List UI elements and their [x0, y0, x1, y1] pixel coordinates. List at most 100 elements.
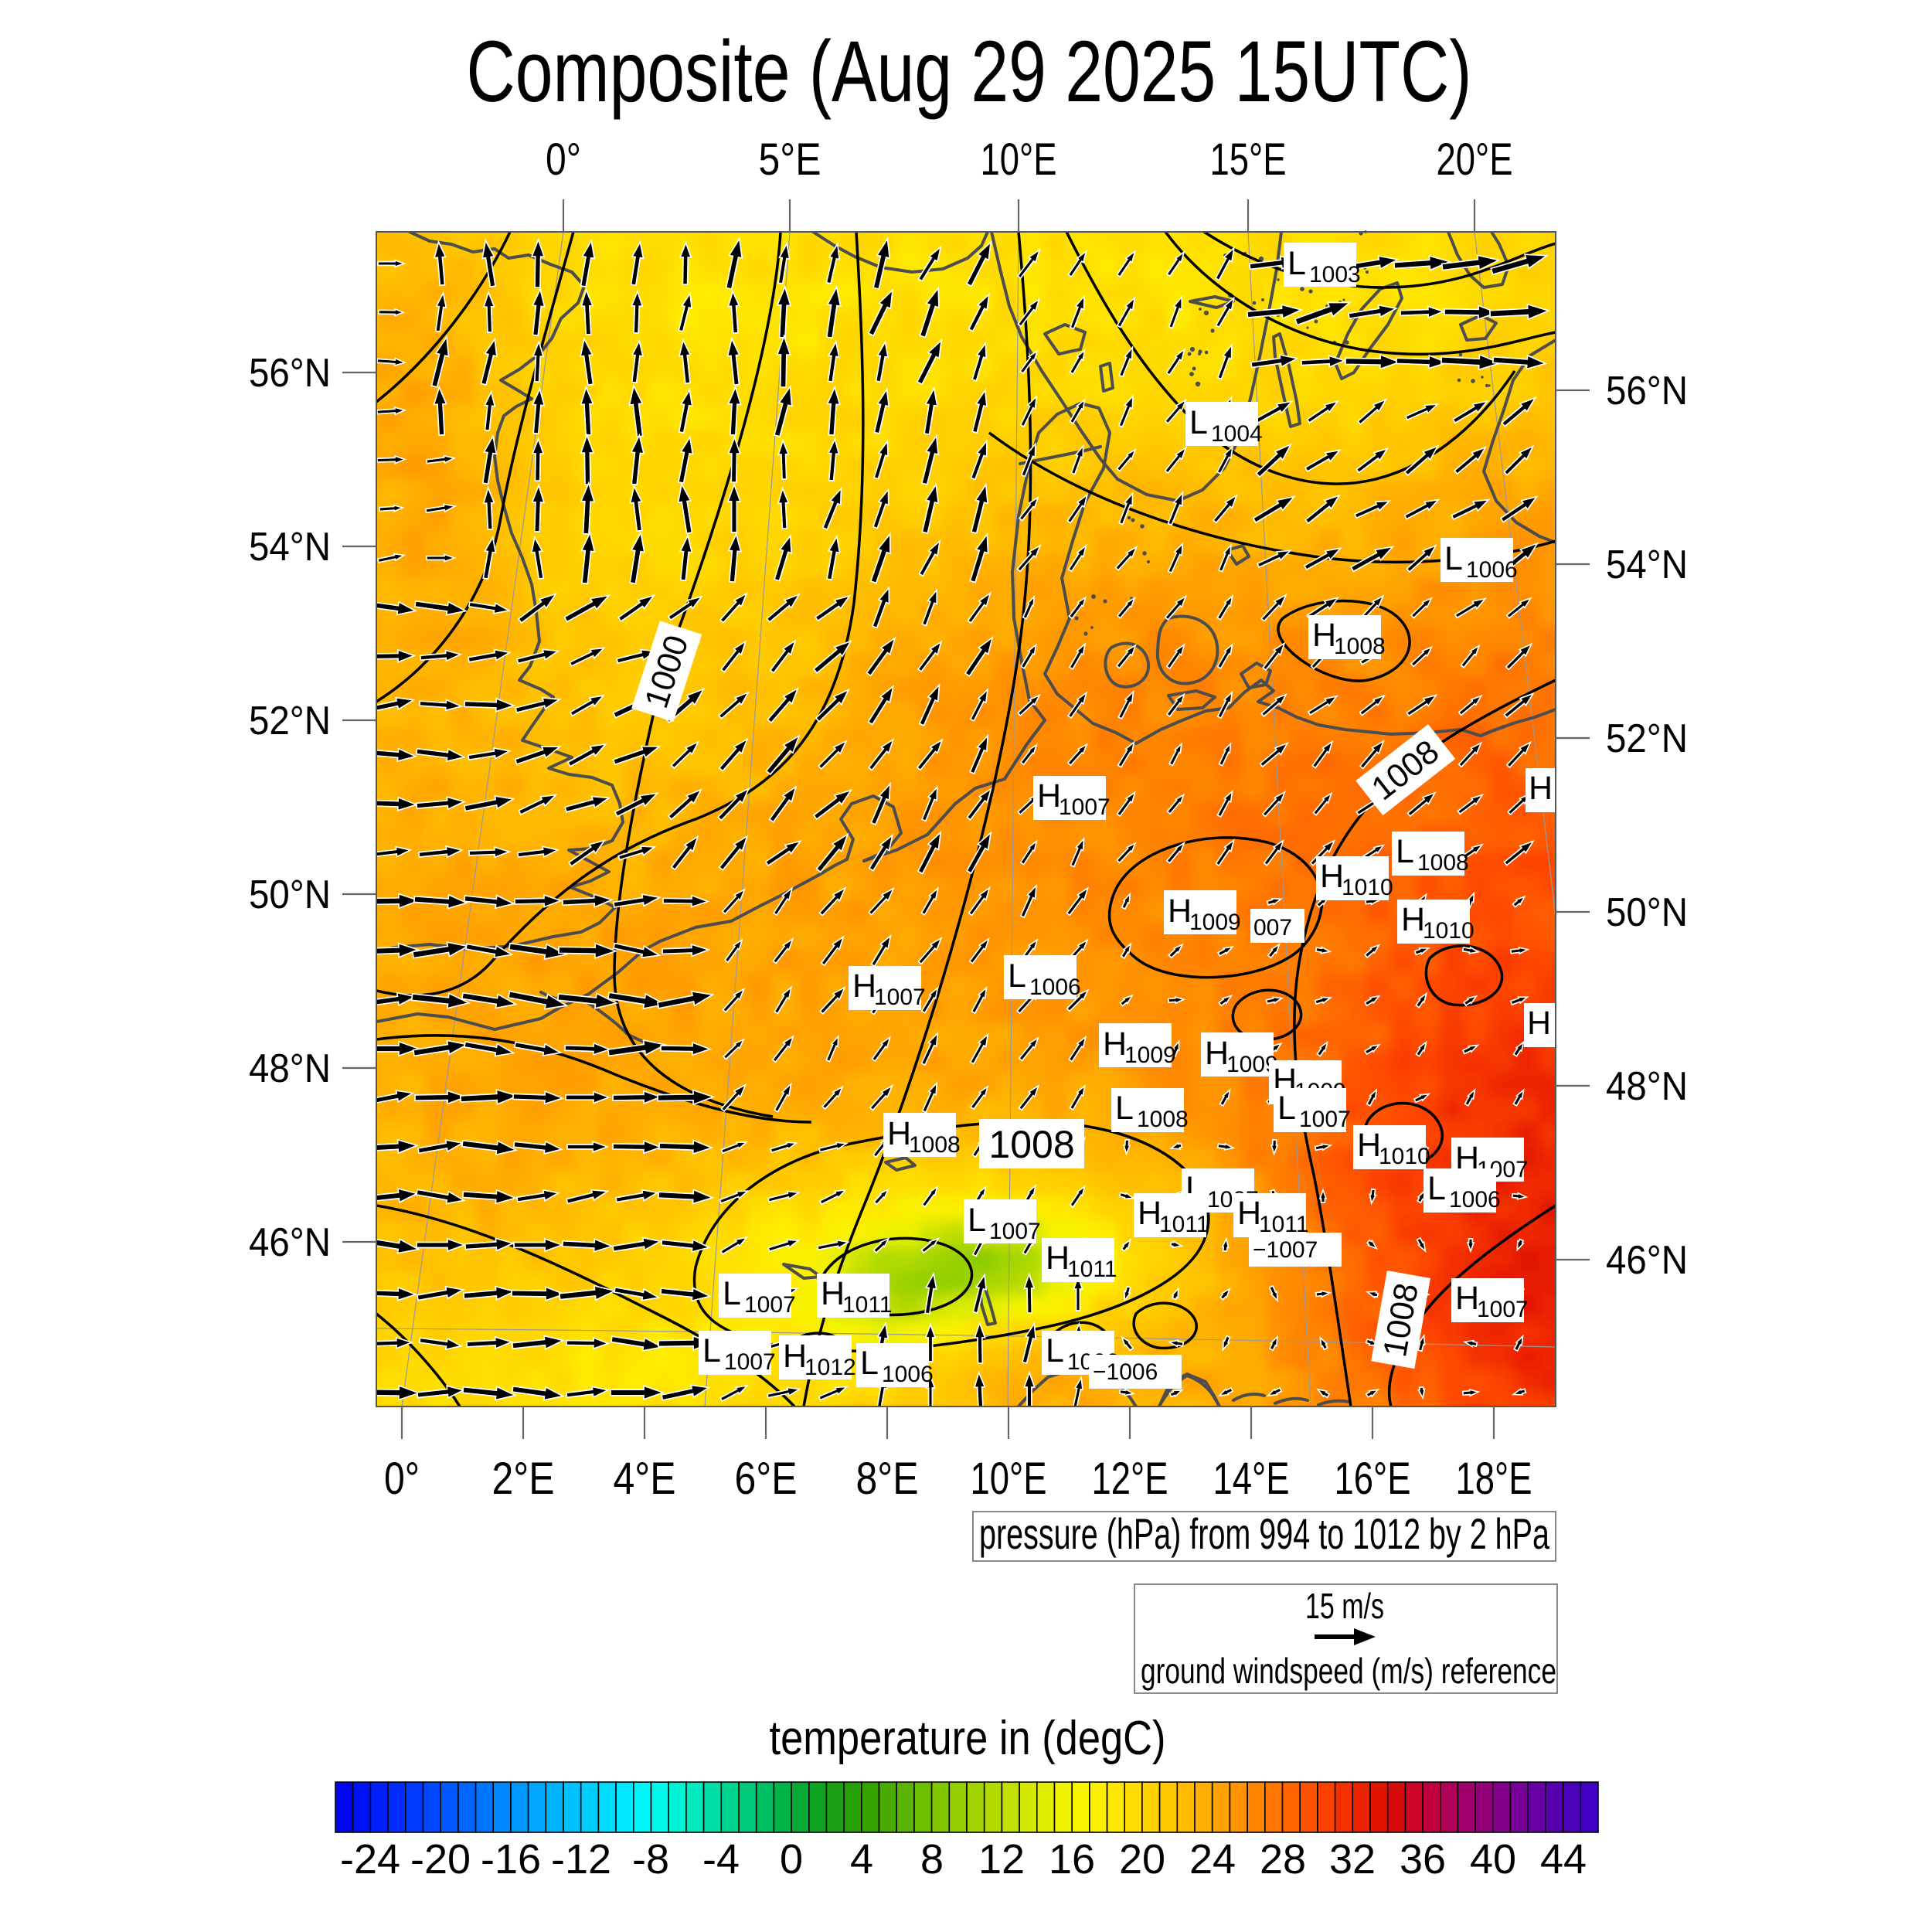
svg-text:52°N: 52°N [249, 699, 331, 743]
svg-text:1009: 1009 [1124, 1043, 1176, 1068]
svg-text:L: L [1287, 245, 1306, 282]
svg-text:L: L [1189, 404, 1208, 441]
svg-text:0°: 0° [546, 134, 581, 185]
svg-text:56°N: 56°N [249, 351, 331, 396]
svg-text:1007: 1007 [1059, 794, 1111, 820]
svg-text:H: H [1037, 777, 1061, 815]
svg-text:1006: 1006 [1449, 1187, 1501, 1213]
svg-text:L: L [1427, 1170, 1446, 1207]
svg-text:−1006: −1006 [1093, 1359, 1158, 1385]
svg-text:12°E: 12°E [1092, 1454, 1168, 1504]
svg-text:48°N: 48°N [1606, 1064, 1688, 1109]
svg-text:H: H [783, 1338, 807, 1375]
svg-text:0°: 0° [384, 1454, 420, 1504]
svg-text:1007: 1007 [1477, 1297, 1529, 1322]
svg-text:H: H [821, 1275, 845, 1312]
svg-text:32: 32 [1329, 1836, 1376, 1883]
svg-text:1007: 1007 [989, 1219, 1041, 1244]
svg-text:1007: 1007 [874, 985, 926, 1010]
svg-text:L: L [1046, 1332, 1064, 1369]
svg-text:1010: 1010 [1379, 1144, 1430, 1169]
svg-text:H: H [1527, 1005, 1551, 1042]
svg-text:1008: 1008 [909, 1132, 961, 1158]
svg-text:5°E: 5°E [759, 134, 821, 185]
svg-text:-16: -16 [481, 1836, 541, 1883]
svg-text:54°N: 54°N [1606, 543, 1688, 587]
svg-text:L: L [1444, 540, 1463, 577]
svg-text:H: H [1237, 1195, 1261, 1232]
svg-text:H: H [1455, 1280, 1479, 1317]
svg-text:1011: 1011 [1067, 1257, 1117, 1282]
svg-text:Composite (Aug 29 2025 15UTC): Composite (Aug 29 2025 15UTC) [467, 23, 1472, 120]
svg-text:H: H [1357, 1127, 1381, 1164]
svg-text:L: L [702, 1332, 721, 1369]
svg-text:1010: 1010 [1342, 875, 1393, 900]
svg-text:007: 007 [1253, 915, 1292, 940]
svg-text:50°N: 50°N [1606, 890, 1688, 935]
svg-text:56°N: 56°N [1606, 369, 1688, 413]
svg-text:L: L [1277, 1090, 1296, 1127]
svg-text:H: H [1103, 1026, 1127, 1063]
svg-text:L: L [1396, 833, 1414, 870]
svg-text:1008: 1008 [988, 1123, 1074, 1166]
svg-text:4°E: 4°E [614, 1454, 676, 1504]
svg-text:temperature in (degC): temperature in (degC) [770, 1712, 1166, 1765]
svg-text:1006: 1006 [1466, 557, 1518, 583]
svg-text:-4: -4 [702, 1836, 740, 1883]
svg-text:1006: 1006 [1029, 975, 1081, 1000]
svg-text:1009: 1009 [1189, 910, 1241, 935]
svg-text:0: 0 [780, 1836, 803, 1883]
svg-text:1008: 1008 [1417, 850, 1469, 876]
svg-text:-20: -20 [410, 1836, 471, 1883]
svg-text:16°E: 16°E [1335, 1454, 1411, 1504]
svg-text:46°N: 46°N [249, 1220, 331, 1265]
svg-text:ground windspeed (m/s) referen: ground windspeed (m/s) reference [1141, 1651, 1556, 1691]
svg-text:L: L [968, 1202, 986, 1239]
svg-text:H: H [1205, 1035, 1229, 1072]
svg-text:1007: 1007 [724, 1349, 776, 1375]
svg-text:6°E: 6°E [735, 1454, 798, 1504]
svg-text:15 m/s: 15 m/s [1305, 1586, 1384, 1626]
svg-text:-12: -12 [551, 1836, 611, 1883]
svg-text:52°N: 52°N [1606, 716, 1688, 761]
svg-text:1008: 1008 [1334, 634, 1386, 659]
svg-text:8: 8 [920, 1836, 944, 1883]
svg-text:1004: 1004 [1211, 421, 1263, 447]
svg-text:2°E: 2°E [492, 1454, 555, 1504]
svg-text:-24: -24 [340, 1836, 400, 1883]
svg-text:54°N: 54°N [249, 525, 331, 570]
svg-text:1011: 1011 [1159, 1212, 1209, 1237]
svg-text:L: L [1115, 1090, 1134, 1127]
svg-text:40: 40 [1470, 1836, 1516, 1883]
svg-text:1007: 1007 [1299, 1107, 1351, 1132]
svg-text:12: 12 [978, 1836, 1025, 1883]
svg-text:1011: 1011 [842, 1292, 893, 1318]
svg-text:1003: 1003 [1309, 262, 1361, 287]
svg-text:−1007: −1007 [1253, 1237, 1318, 1263]
svg-text:H: H [1312, 617, 1336, 654]
svg-text:H: H [1320, 858, 1344, 895]
svg-text:50°N: 50°N [249, 872, 331, 917]
svg-text:44: 44 [1540, 1836, 1587, 1883]
svg-text:18°E: 18°E [1456, 1454, 1532, 1504]
svg-text:L: L [860, 1345, 879, 1382]
svg-text:14°E: 14°E [1213, 1454, 1290, 1504]
svg-text:28: 28 [1260, 1836, 1306, 1883]
svg-text:H: H [1138, 1195, 1162, 1232]
svg-text:1006: 1006 [882, 1362, 934, 1387]
svg-text:L: L [1008, 957, 1026, 995]
svg-text:H: H [1529, 770, 1553, 807]
svg-text:H: H [1401, 901, 1425, 938]
svg-text:H: H [887, 1115, 911, 1152]
svg-text:16: 16 [1049, 1836, 1095, 1883]
svg-text:20°E: 20°E [1437, 134, 1513, 185]
svg-text:24: 24 [1189, 1836, 1236, 1883]
svg-text:1012: 1012 [804, 1355, 856, 1380]
svg-text:10°E: 10°E [981, 134, 1057, 185]
svg-text:H: H [852, 968, 876, 1005]
svg-text:4: 4 [850, 1836, 873, 1883]
svg-text:1010: 1010 [1423, 918, 1475, 944]
svg-text:pressure (hPa) from 994 to 101: pressure (hPa) from 994 to 1012 by 2 hPa [979, 1509, 1550, 1558]
svg-text:1007: 1007 [744, 1292, 796, 1318]
svg-text:20: 20 [1119, 1836, 1165, 1883]
